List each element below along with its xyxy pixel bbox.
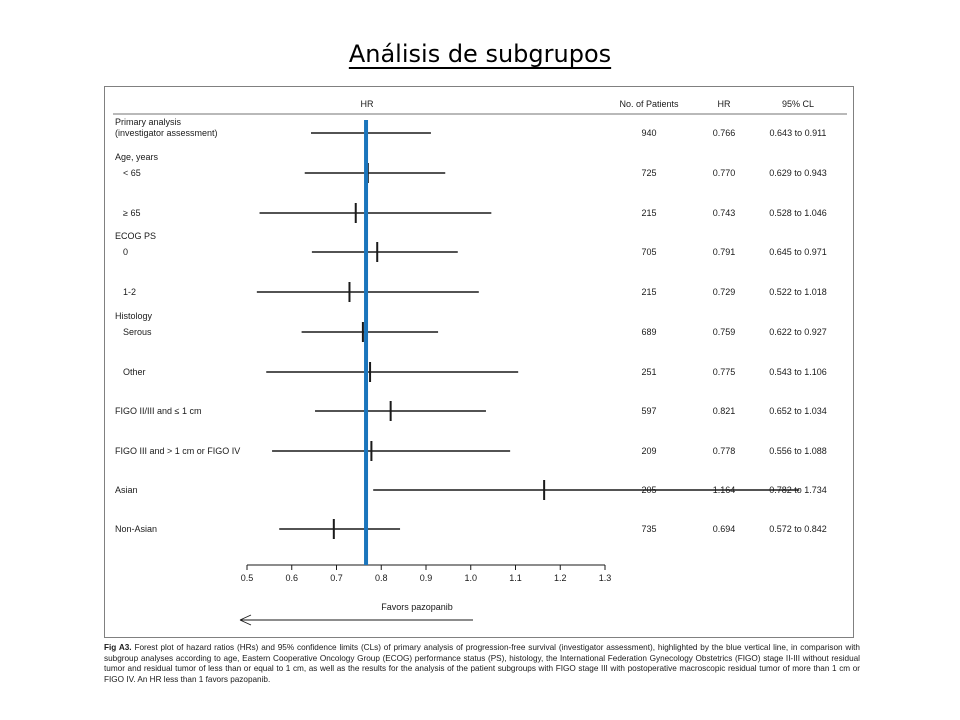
favors-pazopanib-label: Favors pazopanib	[381, 602, 453, 612]
caption-fig-label: Fig A3.	[104, 643, 132, 652]
hr-value: 0.791	[713, 247, 736, 257]
forest-row: Non-Asian 735 0.694 0.572 to 0.842	[115, 519, 827, 539]
row-subgroup-label: ≥ 65	[123, 208, 140, 218]
row-group-label: Non-Asian	[115, 524, 157, 534]
header-hr: HR	[718, 99, 731, 109]
patients-value: 205	[641, 485, 656, 495]
x-tick-label: 1.2	[554, 573, 567, 583]
ci-value: 0.645 to 0.971	[769, 247, 827, 257]
slide-title: Análisis de subgrupos	[348, 40, 612, 68]
forest-plot-figure: HR No. of Patients HR 95% CL Primary ana…	[104, 86, 854, 638]
ci-value: 0.543 to 1.106	[769, 367, 827, 377]
ci-value: 0.782 to 1.734	[769, 485, 827, 495]
x-tick-label: 0.7	[330, 573, 343, 583]
figure-caption: Fig A3. Forest plot of hazard ratios (HR…	[104, 643, 860, 685]
ci-value: 0.622 to 0.927	[769, 327, 827, 337]
ci-value: 0.643 to 0.911	[770, 128, 827, 138]
hr-value: 0.821	[713, 406, 736, 416]
hr-value: 1.164	[713, 485, 736, 495]
hr-value: 0.770	[713, 168, 736, 178]
header-patients: No. of Patients	[619, 99, 679, 109]
forest-row: FIGO II/III and ≤ 1 cm 597 0.821 0.652 to 1…	[115, 401, 827, 421]
row-group-label: FIGO II/III and ≤ 1 cm	[115, 406, 201, 416]
forest-plot-svg: HR No. of Patients HR 95% CL Primary ana…	[113, 99, 847, 626]
forest-row: Asian 205 1.164 0.782 to 1.734	[115, 480, 827, 500]
patients-value: 689	[641, 327, 656, 337]
hr-value: 0.759	[713, 327, 736, 337]
ci-value: 0.556 to 1.088	[769, 446, 827, 456]
forest-row: ECOG PS 0 705 0.791 0.645 to 0.971	[115, 231, 827, 262]
ci-value: 0.572 to 0.842	[769, 524, 827, 534]
x-tick-label: 0.9	[420, 573, 433, 583]
row-group-label: Age, years	[115, 152, 159, 162]
forest-row: Age, years < 65 725 0.770 0.629 to 0.943	[115, 152, 827, 183]
row-group-label-line2: (investigator assessment)	[115, 128, 218, 138]
hr-value: 0.775	[713, 367, 736, 377]
patients-value: 725	[641, 168, 656, 178]
row-group-label: Histology	[115, 311, 153, 321]
caption-text: Forest plot of hazard ratios (HRs) and 9…	[104, 643, 860, 684]
row-subgroup-label: Serous	[123, 327, 152, 337]
row-group-label: FIGO III and > 1 cm or FIGO IV	[115, 446, 240, 456]
patients-value: 251	[641, 367, 656, 377]
patients-value: 735	[641, 524, 656, 534]
x-tick-label: 1.3	[599, 573, 612, 583]
forest-rows: Primary analysis(investigator assessment…	[115, 117, 827, 539]
row-subgroup-label: 0	[123, 247, 128, 257]
patients-value: 597	[641, 406, 656, 416]
ci-value: 0.629 to 0.943	[769, 168, 827, 178]
row-group-label: Asian	[115, 485, 138, 495]
header-ci: 95% CL	[782, 99, 814, 109]
patients-value: 209	[641, 446, 656, 456]
row-group-label: Primary analysis	[115, 117, 182, 127]
x-tick-label: 1.0	[464, 573, 477, 583]
forest-row: FIGO III and > 1 cm or FIGO IV 209 0.778 0.…	[115, 441, 827, 461]
hr-value: 0.778	[713, 446, 736, 456]
forest-row: Histology Serous 689 0.759 0.622 to 0.927	[115, 311, 827, 342]
ci-value: 0.522 to 1.018	[769, 287, 827, 297]
forest-row: Other 251 0.775 0.543 to 1.106	[123, 362, 827, 382]
row-subgroup-label: < 65	[123, 168, 141, 178]
x-tick-label: 1.1	[509, 573, 522, 583]
forest-row: ≥ 65 215 0.743 0.528 to 1.046	[123, 203, 827, 223]
ci-value: 0.528 to 1.046	[769, 208, 827, 218]
hr-value: 0.743	[713, 208, 736, 218]
patients-value: 705	[641, 247, 656, 257]
x-tick-label: 0.5	[241, 573, 254, 583]
patients-value: 215	[641, 208, 656, 218]
x-axis: 0.5 0.6 0.7 0.8 0.9 1.0 1.1 1.2 1.3	[241, 564, 612, 583]
ci-value: 0.652 to 1.034	[769, 406, 827, 416]
row-group-label: ECOG PS	[115, 231, 156, 241]
patients-value: 940	[641, 128, 656, 138]
row-subgroup-label: 1-2	[123, 287, 136, 297]
patients-value: 215	[641, 287, 656, 297]
header-hr-plot: HR	[361, 99, 374, 109]
hr-value: 0.766	[713, 128, 736, 138]
forest-row: 1-2 215 0.729 0.522 to 1.018	[123, 282, 827, 302]
hr-value: 0.729	[713, 287, 736, 297]
x-tick-label: 0.6	[285, 573, 298, 583]
x-tick-label: 0.8	[375, 573, 388, 583]
favors-arrow-head	[239, 614, 252, 626]
forest-row: Primary analysis(investigator assessment…	[115, 117, 826, 143]
hr-value: 0.694	[713, 524, 736, 534]
row-subgroup-label: Other	[123, 367, 146, 377]
